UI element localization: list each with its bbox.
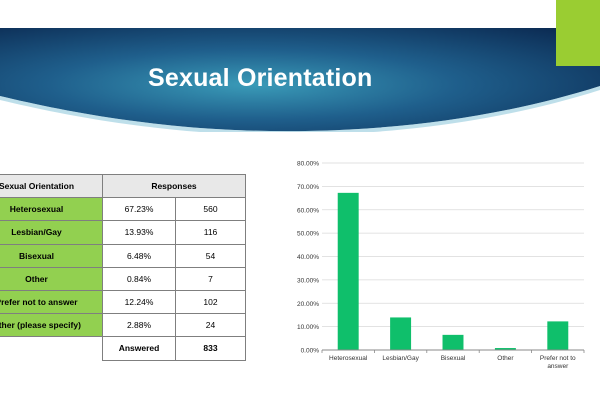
row-percent: 13.93% [102,220,176,245]
answered-label: Answered [102,336,176,361]
chart-bars [337,192,569,350]
bar [442,334,464,350]
table-row: Bisexual 6.48% 54 [0,243,246,268]
row-count: 102 [175,289,246,315]
bar [494,348,516,350]
row-percent: 0.84% [102,266,176,291]
table-row: Heterosexual 67.23% 560 [0,197,246,222]
row-count: 560 [175,197,246,222]
table-header-row: Sexual Orientation Responses [0,173,246,199]
x-tick-label: Heterosexual [329,355,368,362]
responses-table: Sexual Orientation Responses Heterosexua… [0,173,246,361]
table-row: Other (please specify) 2.88% 24 [0,313,246,338]
bar [337,192,359,350]
row-percent: 2.88% [102,313,176,338]
x-tick-label: Prefer not to answer [540,355,576,370]
bar [390,317,412,350]
slide-title: Sexual Orientation [148,64,373,92]
y-tick-label: 30.00% [297,277,319,284]
x-axis-labels: Heterosexual Lesbian/Gay Bisexual Other Pref… [321,350,585,370]
row-category: Bisexual [0,243,103,268]
bar [547,321,569,350]
y-tick-label: 0.00% [301,348,320,355]
row-category: Other [0,266,103,291]
y-tick-label: 70.00% [297,184,319,191]
banner-graphic [0,28,600,132]
bar-chart: 0.00% 10.00% 20.00% 30.00% 40.00% 50.00% 60.00… [297,161,585,370]
x-tick-label: Bisexual [441,355,466,362]
row-percent: 67.23% [102,197,176,222]
row-count: 7 [175,266,246,291]
row-category: Heterosexual [0,197,103,222]
title-banner [0,28,600,132]
x-tick-label: Other [497,355,514,362]
y-tick-label: 20.00% [297,301,319,308]
row-count: 24 [175,313,246,338]
table-row: Lesbian/Gay 13.93% 116 [0,220,246,245]
row-category: Lesbian/Gay [0,220,103,245]
y-tick-label: 80.00% [297,161,319,168]
y-tick-label: 10.00% [297,324,319,331]
row-count: 116 [175,220,246,245]
row-category: Prefer not to answer [0,289,103,315]
row-count: 54 [175,243,246,268]
table-total-row: Answered 833 [0,336,246,361]
header-category: Sexual Orientation [0,173,103,199]
table-row: Other 0.84% 7 [0,266,246,291]
chart-grid [322,162,584,351]
y-tick-label: 40.00% [297,254,319,261]
y-tick-label: 50.00% [297,231,319,238]
blank-cell [0,336,103,360]
table-row: Prefer not to answer 12.24% 102 [0,289,246,315]
row-percent: 6.48% [102,243,176,268]
x-tick-label: Lesbian/Gay [382,355,419,362]
row-category: Other (please specify) [0,313,103,338]
y-tick-label: 60.00% [297,207,319,214]
row-percent: 12.24% [102,289,176,315]
accent-block [556,0,600,66]
y-axis-ticks: 0.00% 10.00% 20.00% 30.00% 40.00% 50.00% 60.00… [297,161,319,355]
header-responses: Responses [102,173,246,199]
answered-count: 833 [175,336,246,361]
